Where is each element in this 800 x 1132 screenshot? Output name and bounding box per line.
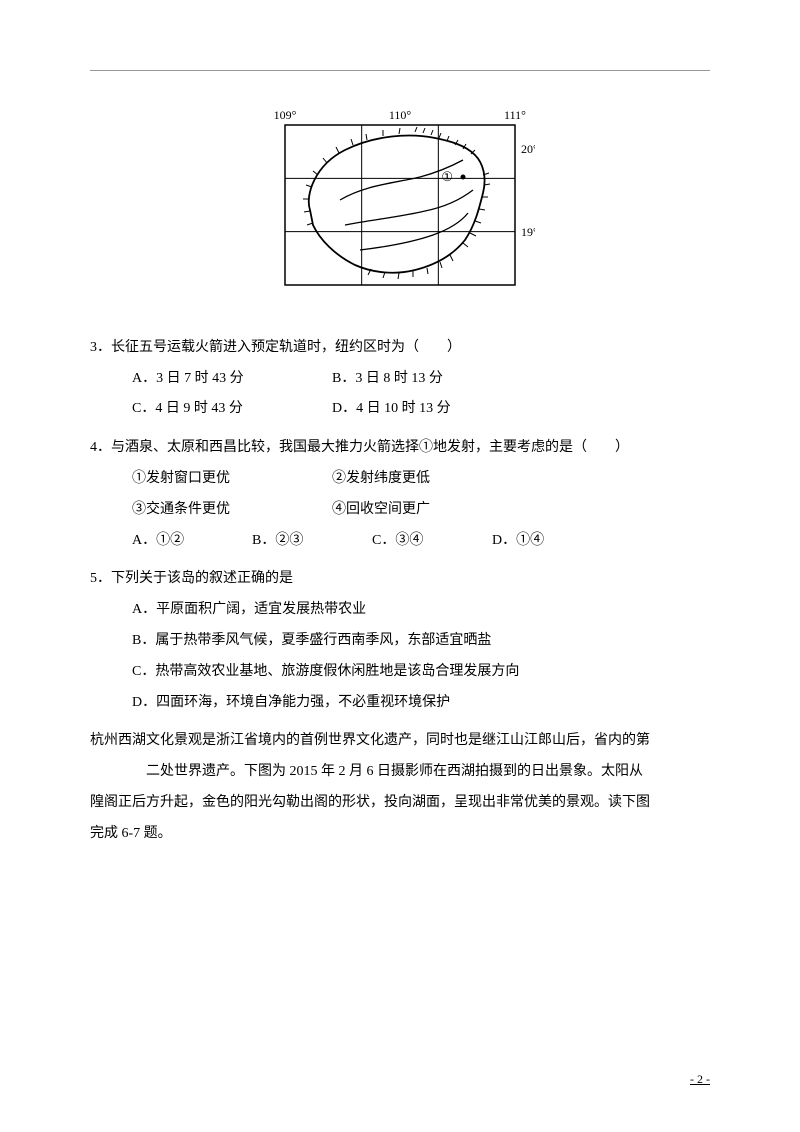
q4-sub4: ④回收空间更广: [332, 495, 532, 526]
question-4: 4．与酒泉、太原和西昌比较，我国最大推力火箭选择①地发射，主要考虑的是（ ） ①…: [90, 433, 710, 556]
q3-options-row1: A．3 日 7 时 43 分 B．3 日 8 时 13 分: [90, 364, 710, 395]
q5-option-b: B．属于热带季风气候，夏季盛行西南季风，东部适宜晒盐: [90, 626, 710, 657]
passage-line2: 二处世界遗产。下图为 2015 年 2 月 6 日摄影师在西湖拍摄到的日出景象。…: [90, 757, 710, 788]
passage: 杭州西湖文化景观是浙江省境内的首例世界文化遗产，同时也是继江山江郎山后，省内的第…: [90, 726, 710, 849]
q3-option-a: A．3 日 7 时 43 分: [132, 364, 332, 395]
q4-sub3: ③交通条件更优: [132, 495, 332, 526]
lat-label-1: 19°: [521, 225, 535, 239]
passage-line1: 杭州西湖文化景观是浙江省境内的首例世界文化遗产，同时也是继江山江郎山后，省内的第: [90, 726, 710, 757]
lon-label-1: 110°: [389, 108, 412, 122]
q4-option-d: D．①④: [492, 526, 612, 557]
q5-text: 5．下列关于该岛的叙述正确的是: [90, 564, 710, 595]
q3-option-b: B．3 日 8 时 13 分: [332, 364, 532, 395]
lon-label-2: 111°: [504, 108, 526, 122]
page-number-text: - 2 -: [690, 1072, 710, 1086]
q3-text: 3．长征五号运载火箭进入预定轨道时，纽约区时为（ ）: [90, 333, 710, 364]
lat-label-0: 20°: [521, 142, 535, 156]
q4-option-a: A．①②: [132, 526, 252, 557]
q4-subopts-row1: ①发射窗口更优 ②发射纬度更低: [90, 464, 710, 495]
q4-options: A．①② B．②③ C．③④ D．①④: [90, 526, 710, 557]
q3-option-c: C．4 日 9 时 43 分: [132, 394, 332, 425]
q4-text: 4．与酒泉、太原和西昌比较，我国最大推力火箭选择①地发射，主要考虑的是（ ）: [90, 433, 710, 464]
q5-option-d: D．四面环海，环境自净能力强，不必重视环境保护: [90, 688, 710, 719]
q4-option-b: B．②③: [252, 526, 372, 557]
map-container: 109° 110° 111° 20° 19° ①: [90, 105, 710, 313]
map-svg: 109° 110° 111° 20° 19° ①: [265, 105, 535, 300]
q4-sub1: ①发射窗口更优: [132, 464, 332, 495]
map-figure: 109° 110° 111° 20° 19° ①: [265, 105, 535, 313]
q5-option-c: C．热带高效农业基地、旅游度假休闲胜地是该岛合理发展方向: [90, 657, 710, 688]
page-number: - 2 -: [690, 1066, 710, 1092]
passage-line4: 完成 6-7 题。: [90, 819, 710, 850]
q3-option-d: D．4 日 10 时 13 分: [332, 394, 532, 425]
passage-line3: 隍阁正后方升起，金色的阳光勾勒出阁的形状，投向湖面，呈现出非常优美的景观。读下图: [90, 788, 710, 819]
top-rule: [90, 70, 710, 71]
marker-label: ①: [441, 169, 453, 184]
q5-option-a: A．平原面积广阔，适宜发展热带农业: [90, 595, 710, 626]
q4-option-c: C．③④: [372, 526, 492, 557]
question-3: 3．长征五号运载火箭进入预定轨道时，纽约区时为（ ） A．3 日 7 时 43 …: [90, 333, 710, 425]
q4-sub2: ②发射纬度更低: [332, 464, 532, 495]
q4-subopts-row2: ③交通条件更优 ④回收空间更广: [90, 495, 710, 526]
question-5: 5．下列关于该岛的叙述正确的是 A．平原面积广阔，适宜发展热带农业 B．属于热带…: [90, 564, 710, 718]
lon-label-0: 109°: [274, 108, 297, 122]
q3-options-row2: C．4 日 9 时 43 分 D．4 日 10 时 13 分: [90, 394, 710, 425]
